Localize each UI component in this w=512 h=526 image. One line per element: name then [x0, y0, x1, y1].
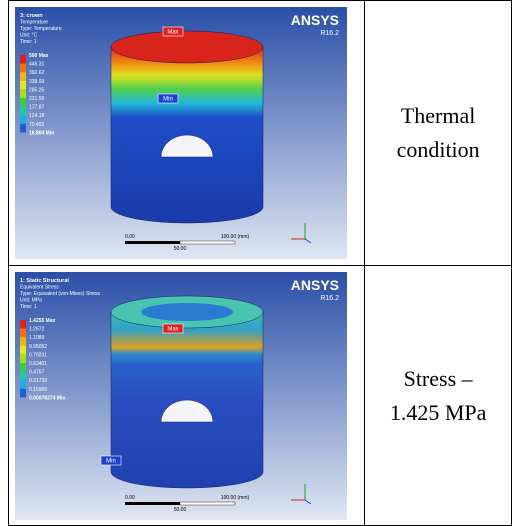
legend-label: 177.87: [29, 105, 45, 111]
legend-swatch: [20, 328, 26, 337]
legend-swatch: [20, 345, 26, 354]
version: R16.2: [320, 30, 339, 37]
caption-cell: Stress – 1.425 MPa: [365, 266, 512, 526]
legend-swatch: [20, 363, 26, 372]
result-title: Time: 1: [20, 304, 37, 310]
legend-swatch: [20, 107, 26, 116]
legend-swatch: [20, 98, 26, 107]
legend-label: 0.4757: [29, 369, 45, 375]
legend-swatch: [20, 64, 26, 73]
legend-label: 1.1089: [29, 335, 45, 341]
piston-recess: [141, 303, 233, 321]
max-label: Max: [167, 326, 178, 332]
legend-swatch: [20, 81, 26, 90]
scale-label: 50.00: [174, 507, 187, 513]
legend-label: 70.492: [29, 122, 45, 128]
scale-bar: [180, 241, 235, 244]
scale-label: 100.00 (mm): [221, 495, 250, 501]
scale-label: 100.00 (mm): [221, 234, 250, 240]
legend-swatch: [20, 388, 26, 397]
scale-label: 50.00: [174, 246, 187, 252]
result-title: Equivalent Stress: [20, 284, 59, 290]
min-label: Min: [106, 458, 116, 464]
caption-cell: Thermal condition: [365, 1, 512, 266]
legend-label: 0.15909: [29, 386, 47, 392]
result-title: Temperature: [20, 20, 48, 26]
legend-swatch: [20, 55, 26, 64]
legend-swatch: [20, 89, 26, 98]
logo: ANSYS: [291, 277, 339, 293]
min-label: Min: [163, 97, 173, 103]
piston-top: [111, 31, 263, 63]
max-label: Max: [167, 30, 178, 36]
legend-swatch: [20, 337, 26, 346]
legend-label: 338.93: [29, 79, 45, 85]
legend-label: 124.18: [29, 113, 45, 119]
logo: ANSYS: [291, 12, 339, 28]
legend-label: 1.4255 Max: [29, 318, 56, 324]
legend-swatch: [20, 115, 26, 124]
legend-label: 0.79231: [29, 352, 47, 358]
legend-label: 285.25: [29, 87, 45, 93]
legend-label: 0.00078274 Min: [29, 395, 65, 401]
result-title: 3: crown: [20, 13, 43, 19]
version: R16.2: [320, 295, 339, 302]
result-title: Type: Temperature: [20, 26, 62, 32]
legend-swatch: [20, 354, 26, 363]
result-title: Unit: MPa: [20, 297, 42, 303]
legend-swatch: [20, 380, 26, 389]
legend-swatch: [20, 320, 26, 329]
legend-label: 231.56: [29, 96, 45, 102]
scale-label: 0.00: [125, 234, 135, 240]
legend-label: 0.31739: [29, 378, 47, 384]
scale-label: 0.00: [125, 495, 135, 501]
page: 3: crownTemperatureType: TemperatureUnit…: [0, 0, 512, 526]
caption-line: Thermal: [401, 103, 476, 128]
legend-label: 446.31: [29, 62, 45, 68]
legend-label: 16.804 Min: [29, 130, 54, 136]
legend-label: 0.63401: [29, 361, 47, 367]
legend-label: 1.2672: [29, 326, 45, 332]
caption-line: 1.425 MPa: [390, 400, 487, 425]
legend-label: 500 Max: [29, 53, 49, 59]
result-title: 1: Static Structural: [20, 278, 69, 284]
legend-swatch: [20, 72, 26, 81]
scale-bar: [125, 241, 180, 244]
result-title: Type: Equivalent (von-Mises) Stress: [20, 291, 101, 297]
scale-bar: [180, 502, 235, 505]
legend-swatch: [20, 371, 26, 380]
caption-line: Stress –: [404, 366, 473, 391]
legend-swatch: [20, 124, 26, 133]
result-title: Unit: °C: [20, 33, 38, 39]
result-title: Time: 1: [20, 39, 37, 45]
caption-line: condition: [397, 137, 480, 162]
legend-label: 392.62: [29, 70, 45, 76]
scale-bar: [125, 502, 180, 505]
legend-label: 0.95062: [29, 343, 47, 349]
